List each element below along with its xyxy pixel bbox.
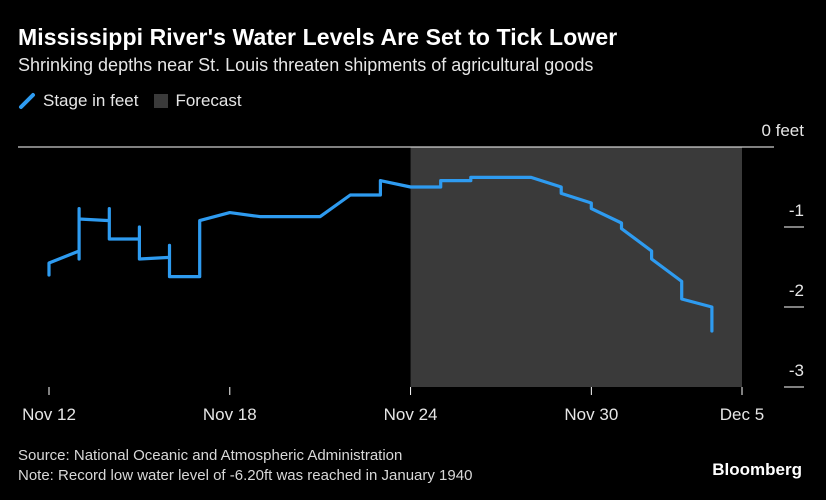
chart-title: Mississippi River's Water Levels Are Set… — [18, 24, 618, 50]
forecast-swatch-icon — [154, 94, 169, 108]
line-swatch-icon — [19, 93, 35, 109]
x-tick-label: Nov 24 — [384, 405, 438, 424]
legend-label-forecast: Forecast — [175, 91, 242, 110]
x-tick-label: Nov 12 — [22, 405, 76, 424]
x-tick-label: Dec 5 — [720, 405, 764, 424]
x-tick-label: Nov 18 — [203, 405, 257, 424]
y-tick-label: 0 feet — [761, 121, 804, 140]
chart-subtitle: Shrinking depths near St. Louis threaten… — [18, 55, 594, 75]
legend-item-forecast: Forecast — [154, 91, 242, 111]
y-tick-label: -1 — [789, 201, 804, 220]
footer: Source: National Oceanic and Atmospheric… — [18, 446, 472, 486]
source-note: Source: National Oceanic and Atmospheric… — [18, 447, 403, 464]
series-line-stage — [47, 175, 714, 333]
x-tick-label: Nov 30 — [564, 405, 618, 424]
forecast-band — [410, 147, 742, 387]
y-tick-label: -3 — [789, 361, 804, 380]
legend-item-stage: Stage in feet — [18, 91, 138, 111]
legend: Stage in feet Forecast — [18, 90, 258, 112]
legend-label-stage: Stage in feet — [43, 91, 139, 110]
brand-logo: Bloomberg — [712, 460, 802, 479]
y-tick-label: -2 — [789, 281, 804, 300]
record-low-note: Note: Record low water level of -6.20ft … — [18, 467, 473, 484]
